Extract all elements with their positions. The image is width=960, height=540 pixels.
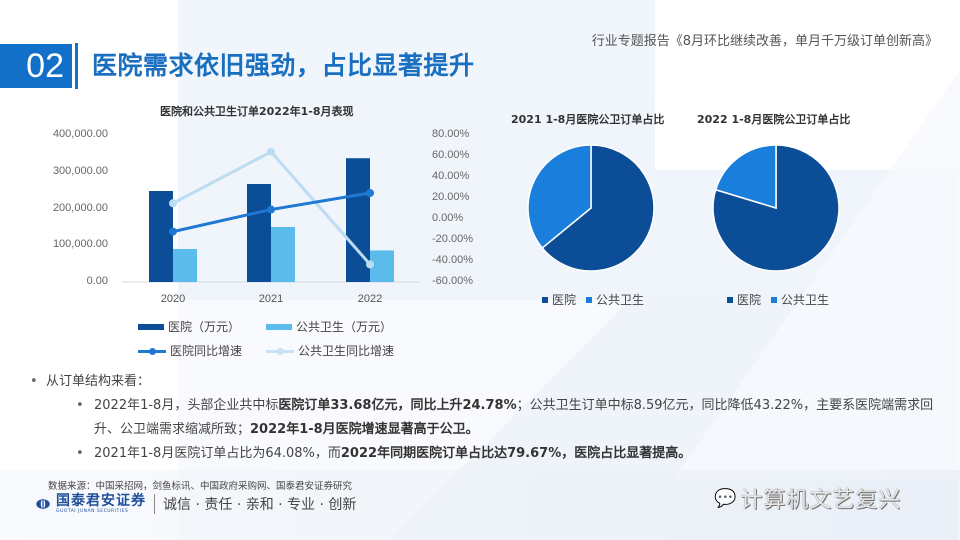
public-health-bar — [370, 250, 394, 282]
legend-label: 公共卫生 — [596, 293, 645, 307]
legend-label: 公共卫生同比增速 — [298, 344, 395, 358]
bullet-item: • 2022年1-8月，头部企业共中标医院订单33.68亿元，同比上升24.78%… — [76, 398, 934, 437]
text: 2022年1-8月，头部企业共中标 — [94, 398, 279, 413]
x-axis-label: 2022 — [357, 293, 383, 305]
title-divider — [75, 43, 78, 89]
watermark: 💬 计算机文艺复兴 — [714, 482, 901, 514]
legend-swatch — [586, 296, 593, 303]
left-axis-tick: 400,000.00 — [52, 128, 108, 140]
text: 2021年1-8月医院订单占比为64.08%，而 — [94, 446, 341, 461]
line-marker — [267, 147, 275, 156]
pie-slice-public-health — [714, 144, 777, 210]
hospital-bar — [247, 183, 271, 282]
line-marker — [366, 188, 374, 197]
wechat-icon: 💬 — [714, 487, 737, 509]
legend-label: 医院 — [552, 293, 577, 307]
hospital-bar — [149, 191, 173, 282]
company-logo: 国泰君安证券 GUOTAI JUNAN SECURITIES 诚信 · 责任 ·… — [36, 494, 356, 514]
legend-swatch — [771, 296, 778, 303]
right-axis-tick: 60.00% — [432, 149, 470, 161]
left-axis-tick: 200,000.00 — [52, 202, 108, 214]
right-axis-tick: 40.00% — [432, 170, 470, 182]
logo-separator — [154, 494, 155, 514]
logo-en: GUOTAI JUNAN SECURITIES — [56, 509, 129, 514]
public-health-bar — [271, 226, 295, 282]
line-marker — [267, 205, 275, 214]
right-axis-tick: -40.00% — [432, 254, 473, 266]
pie-2021-title: 2021 1-8月医院公卫订单占比 — [511, 113, 665, 126]
x-axis-label: 2020 — [160, 293, 186, 305]
left-axis-tick: 100,000.00 — [52, 238, 108, 250]
pie-2022 — [712, 144, 840, 272]
legend-public-health-bar: 公共卫生（万元） — [266, 318, 392, 335]
report-title: 行业专题报告《8月环比继续改善，单月千万级订单创新高》 — [591, 34, 938, 49]
left-axis-tick: 0.00 — [86, 275, 108, 287]
pie-2021 — [527, 144, 655, 272]
legend-swatch — [138, 323, 164, 330]
bold-text: 2022年同期医院订单占比达79.67%，医院占比显著提高。 — [340, 446, 692, 461]
legend-swatch — [266, 323, 292, 330]
legend-swatch — [727, 296, 733, 303]
data-source: 数据来源：中国采招网，剑鱼标讯、中国政府采购网、国泰君安证券研究 — [48, 481, 353, 492]
x-axis-label: 2021 — [258, 293, 284, 305]
pie-2022-legend: 医院 公共卫生 — [727, 291, 829, 308]
bullet-heading: 从订单结构来看： — [30, 370, 950, 394]
pie-2022-title: 2022 1-8月医院公卫订单占比 — [697, 113, 851, 126]
line-marker — [169, 227, 177, 236]
right-axis-tick: -20.00% — [432, 233, 473, 245]
legend-label: 公共卫生 — [781, 293, 830, 307]
legend-label: 医院（万元） — [168, 320, 241, 334]
right-axis-tick: -60.00% — [432, 275, 473, 287]
legend-hospital-line: 医院同比增速 — [138, 342, 242, 359]
legend-swatch — [138, 346, 166, 356]
right-axis-tick: 0.00% — [432, 212, 464, 224]
page-title: 医院需求依旧强劲，占比显著提升 — [92, 51, 475, 80]
pie-2021-legend: 医院 公共卫生 — [542, 291, 644, 308]
public-health-bar — [173, 248, 197, 282]
pie-slice-public-health — [527, 144, 592, 249]
legend-label: 公共卫生（万元） — [296, 320, 393, 334]
watermark-text: 计算机文艺复兴 — [740, 488, 902, 513]
right-axis-tick: 20.00% — [432, 191, 470, 203]
legend-swatch — [266, 346, 294, 356]
logo-cn: 国泰君安证券 — [56, 493, 146, 509]
left-axis-tick: 300,000.00 — [52, 165, 108, 177]
slogan: 诚信 · 责任 · 亲和 · 专业 · 创新 — [163, 497, 357, 513]
legend-swatch — [542, 296, 548, 303]
logo-mark-icon — [36, 498, 50, 510]
analysis-bullets: 从订单结构来看： •2022年1-8月，头部企业共中标医院订单33.68亿元，同… — [30, 370, 950, 466]
bold-text: 2022年1-8月医院增速显著高于公卫。 — [250, 422, 479, 437]
section-number: 02 — [0, 44, 72, 88]
right-axis-tick: 80.00% — [432, 128, 470, 140]
bars — [149, 158, 394, 282]
bold-text: 医院订单33.68亿元，同比上升24.78% — [278, 398, 517, 413]
pie-slice-hospital — [541, 144, 655, 272]
legend-label: 医院 — [737, 293, 762, 307]
lines — [169, 147, 374, 269]
text: ；公共卫生订单中标8.59亿元，同比降低43.22%，主要系医院端需求回升、公卫… — [94, 398, 934, 437]
legend-public-health-line: 公共卫生同比增速 — [266, 342, 394, 359]
legend-hospital-bar: 医院（万元） — [138, 318, 240, 335]
line-marker — [169, 199, 177, 208]
legend-label: 医院同比增速 — [170, 344, 243, 358]
combo-chart-title: 医院和公共卫生订单2022年1-8月表现 — [160, 105, 354, 118]
line-marker — [366, 260, 374, 269]
bullet-item: • 2021年1-8月医院订单占比为64.08%，而2022年同期医院订单占比达7… — [76, 446, 692, 461]
